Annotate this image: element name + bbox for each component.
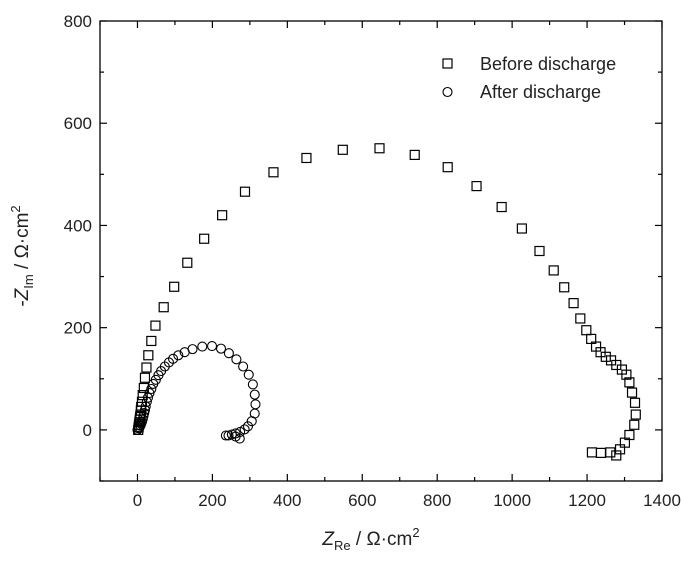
x-tick-label: 1000 bbox=[493, 491, 531, 510]
data-point-square bbox=[158, 302, 169, 313]
data-point-circle bbox=[142, 392, 154, 403]
y-tick-label: 200 bbox=[64, 319, 92, 338]
y-tick-label: 800 bbox=[64, 12, 92, 31]
data-point-square bbox=[169, 281, 180, 292]
data-point-circle bbox=[249, 389, 260, 400]
legend-label-after-discharge: After discharge bbox=[480, 82, 601, 102]
data-point-circle bbox=[197, 341, 208, 352]
data-point-circle bbox=[215, 343, 227, 354]
x-tick-label: 400 bbox=[273, 491, 301, 510]
data-point-square bbox=[141, 362, 152, 373]
data-point-circle bbox=[206, 341, 218, 352]
x-axis-label: ZRe / Ω·cm2 bbox=[321, 525, 419, 553]
x-tick-label: 0 bbox=[133, 491, 142, 510]
data-point-square bbox=[605, 447, 616, 458]
y-tick-label: 600 bbox=[64, 114, 92, 133]
data-point-square bbox=[630, 409, 641, 420]
data-point-circle bbox=[238, 361, 249, 372]
data-point-square bbox=[568, 298, 579, 309]
data-point-square bbox=[471, 180, 482, 192]
data-point-circle bbox=[243, 369, 254, 380]
data-point-circle bbox=[168, 353, 179, 364]
legend-label-before-discharge: Before discharge bbox=[480, 54, 616, 74]
data-point-square bbox=[624, 377, 635, 388]
y-tick-label: 0 bbox=[83, 421, 92, 440]
y-axis-label-group: -ZIm / Ω·cm2 bbox=[8, 205, 36, 306]
data-point-square bbox=[629, 397, 641, 408]
data-point-square bbox=[626, 387, 638, 398]
y-tick-label: 400 bbox=[64, 216, 92, 235]
data-point-square bbox=[629, 419, 640, 430]
data-point-square bbox=[199, 233, 210, 244]
y-axis-label: -ZIm / Ω·cm2 bbox=[8, 205, 36, 306]
data-point-circle bbox=[234, 433, 245, 444]
data-point-square bbox=[516, 223, 527, 234]
data-point-square bbox=[575, 313, 586, 324]
data-point-square bbox=[581, 325, 592, 336]
data-point-square bbox=[621, 369, 632, 380]
data-point-circle bbox=[223, 348, 234, 359]
legend-marker-before-discharge bbox=[442, 58, 453, 69]
data-point-circle bbox=[242, 421, 254, 432]
data-point-square bbox=[239, 186, 251, 197]
data-point-circle bbox=[173, 350, 184, 361]
data-point-square bbox=[182, 257, 193, 268]
data-point-circle bbox=[250, 399, 261, 410]
data-point-square bbox=[409, 149, 420, 161]
legend-marker-after-discharge bbox=[442, 86, 453, 98]
data-point-square bbox=[301, 152, 312, 164]
data-point-square bbox=[268, 167, 279, 178]
data-point-square bbox=[614, 444, 626, 455]
data-point-circle bbox=[146, 383, 157, 395]
data-point-square bbox=[534, 245, 545, 257]
data-point-square bbox=[146, 335, 157, 347]
data-point-square bbox=[143, 350, 154, 361]
series-0 bbox=[133, 143, 641, 461]
data-point-square bbox=[337, 144, 348, 155]
x-tick-label: 1200 bbox=[568, 491, 606, 510]
plot-frame bbox=[99, 20, 663, 482]
data-point-square bbox=[139, 372, 151, 383]
data-point-circle bbox=[187, 344, 198, 355]
data-series bbox=[132, 143, 641, 461]
data-point-square bbox=[374, 143, 385, 154]
data-point-circle bbox=[220, 430, 231, 441]
data-point-square bbox=[138, 382, 149, 394]
data-point-square bbox=[496, 201, 507, 213]
x-tick-label: 800 bbox=[423, 491, 451, 510]
data-point-square bbox=[136, 401, 147, 412]
data-point-square bbox=[559, 282, 570, 293]
data-point-circle bbox=[223, 430, 234, 441]
x-tick-label: 1400 bbox=[643, 491, 681, 510]
x-tick-label: 600 bbox=[348, 491, 376, 510]
legend: Before discharge After discharge bbox=[442, 54, 616, 102]
data-point-circle bbox=[247, 379, 258, 390]
data-point-square bbox=[595, 447, 607, 458]
x-tick-label: 200 bbox=[198, 491, 226, 510]
data-point-square bbox=[442, 162, 453, 173]
data-point-square bbox=[217, 210, 228, 221]
axis-ticks: 0 200 400 600 800 1000 1200 1400 0 200 400 600 800 bbox=[64, 12, 681, 510]
data-point-square bbox=[586, 447, 598, 458]
data-point-square bbox=[548, 265, 559, 276]
series-1 bbox=[132, 341, 261, 444]
data-point-square bbox=[150, 320, 161, 331]
data-point-circle bbox=[246, 416, 257, 427]
data-point-circle bbox=[231, 354, 242, 365]
data-point-square bbox=[600, 351, 611, 362]
data-point-square bbox=[611, 450, 622, 461]
